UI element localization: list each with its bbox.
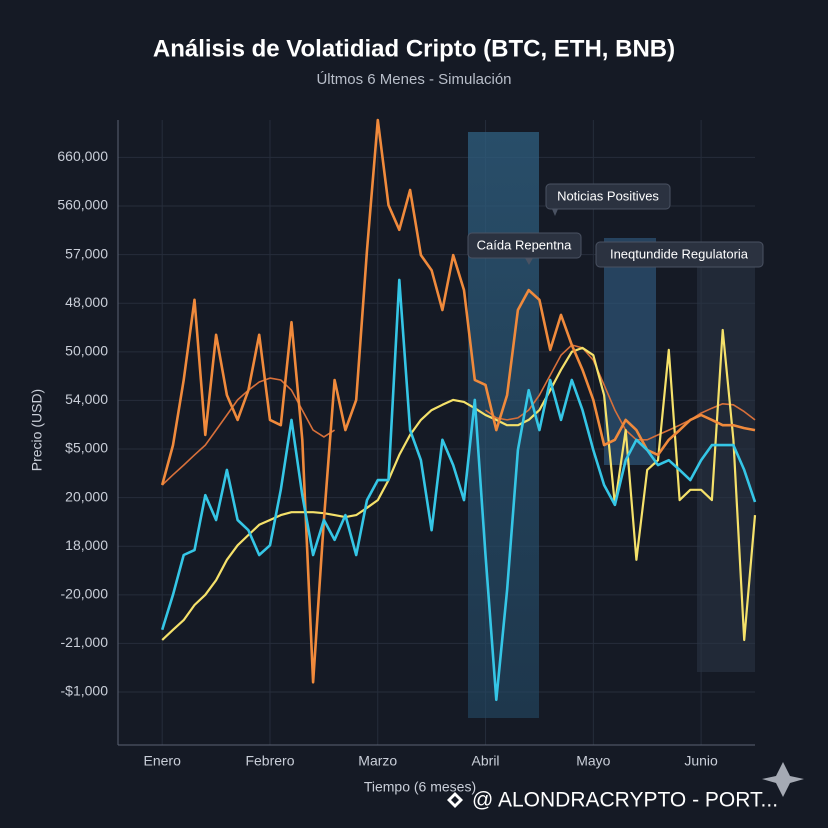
y-tick-label: 18,000 (65, 537, 108, 553)
y-tick-label: $5,000 (65, 440, 108, 456)
chart-title: Análisis de Volatidiad Cripto (BTC, ETH,… (153, 35, 675, 62)
x-tick-label: Junio (684, 753, 718, 769)
y-tick-label: 560,000 (57, 197, 108, 213)
y-tick-label: 50,000 (65, 343, 108, 359)
x-tick-label: Marzo (358, 753, 397, 769)
y-axis-label: Precio (USD) (29, 389, 45, 471)
watermark: @ ALONDRACRYPTO - PORT... (472, 789, 778, 812)
annotation: Caída Repentna (467, 232, 582, 265)
y-tick-label: 54,000 (65, 391, 108, 407)
y-tick-label: -20,000 (61, 586, 109, 602)
annotation-box (545, 183, 671, 210)
x-tick-label: Febrero (245, 753, 294, 769)
highlight-region (604, 238, 656, 465)
annotation-box (467, 232, 582, 259)
y-tick-label: 57,000 (65, 245, 108, 261)
series-line (160, 118, 756, 684)
y-tick-label: 20,000 (65, 488, 108, 504)
y-tick-label: 48,000 (65, 294, 108, 310)
highlight-region (697, 255, 755, 672)
x-tick-label: Enero (144, 753, 182, 769)
annotation-text: Caída Repentna (477, 237, 572, 252)
lines (160, 118, 757, 702)
y-tick-label: -21,000 (61, 634, 109, 650)
annotation-text: Ineqtundide Regulatoria (610, 246, 749, 261)
annotation-pointer (552, 209, 558, 216)
sparkle-icon (762, 762, 804, 797)
annotation: Ineqtundide Regulatoria (595, 241, 764, 268)
annotation: Noticias Positives (545, 183, 671, 216)
x-tick-label: Abril (472, 753, 500, 769)
x-axis-label: Tiempo (6 meses) (364, 779, 476, 795)
series-line (160, 278, 757, 702)
y-tick-label: -$1,000 (61, 683, 109, 699)
annotation-pointer (525, 258, 533, 265)
x-tick-label: Mayo (576, 753, 610, 769)
annotation-box (595, 241, 764, 268)
chart-subtitle: Últmos 6 Menes - Simulación (316, 71, 511, 88)
watermark-icon (447, 792, 463, 808)
y-tick-label: 660,000 (57, 148, 108, 164)
annotation-text: Noticias Positives (557, 188, 659, 203)
